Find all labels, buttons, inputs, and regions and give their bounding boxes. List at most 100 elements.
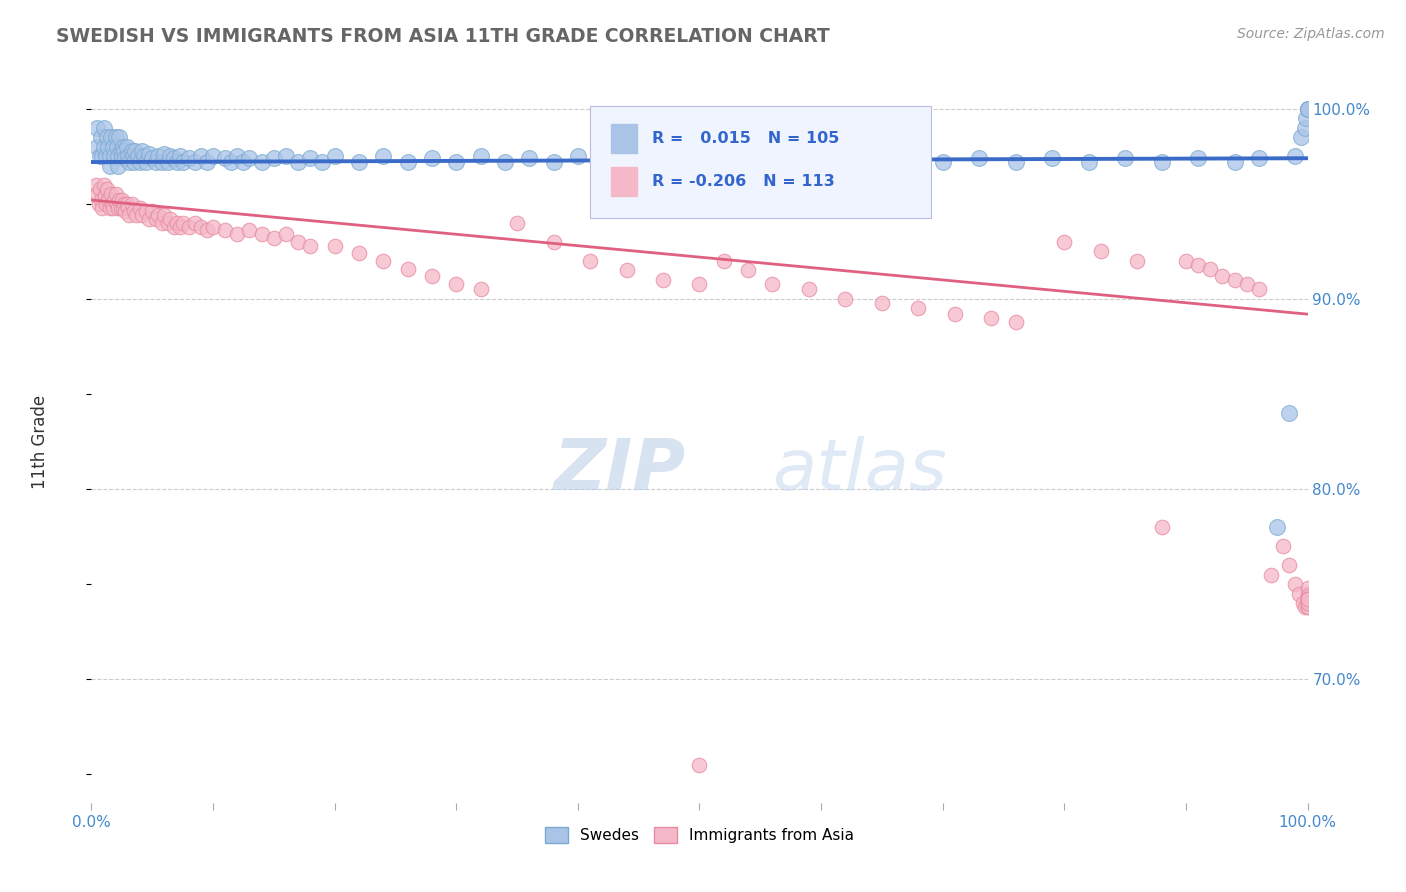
Point bbox=[131, 208, 153, 222]
Point bbox=[118, 155, 141, 169]
Point bbox=[323, 149, 346, 163]
Point bbox=[226, 227, 249, 242]
Point bbox=[543, 235, 565, 249]
Point bbox=[195, 223, 218, 237]
Point bbox=[1053, 235, 1076, 249]
Point bbox=[107, 201, 129, 215]
Point bbox=[145, 155, 167, 169]
Point bbox=[907, 301, 929, 316]
Point bbox=[543, 155, 565, 169]
Point bbox=[688, 277, 710, 291]
Point bbox=[1291, 130, 1313, 145]
Point bbox=[104, 187, 127, 202]
Point bbox=[627, 151, 650, 165]
Point bbox=[96, 130, 118, 145]
Point bbox=[97, 193, 120, 207]
Point bbox=[202, 219, 225, 234]
Point bbox=[773, 149, 796, 163]
Point bbox=[214, 151, 236, 165]
Point bbox=[1199, 261, 1222, 276]
Point bbox=[1247, 151, 1270, 165]
Point bbox=[135, 204, 157, 219]
Point bbox=[112, 197, 135, 211]
Point bbox=[1296, 592, 1319, 607]
Point bbox=[122, 155, 145, 169]
Point bbox=[931, 155, 953, 169]
Point bbox=[115, 140, 138, 154]
Point bbox=[396, 155, 419, 169]
Point bbox=[84, 178, 107, 192]
Point bbox=[1150, 155, 1173, 169]
Point bbox=[141, 204, 163, 219]
Point bbox=[1265, 520, 1288, 534]
Point bbox=[184, 216, 207, 230]
Point bbox=[616, 263, 638, 277]
Point bbox=[1278, 558, 1301, 573]
Point bbox=[1296, 599, 1319, 614]
Point bbox=[107, 149, 129, 163]
Point bbox=[90, 130, 112, 145]
Text: R = -0.206   N = 113: R = -0.206 N = 113 bbox=[652, 174, 835, 189]
Point bbox=[153, 147, 176, 161]
Point bbox=[737, 263, 759, 277]
Point bbox=[105, 140, 128, 154]
Text: ZIP: ZIP bbox=[554, 436, 686, 505]
Point bbox=[1236, 277, 1258, 291]
Point bbox=[132, 149, 155, 163]
Point bbox=[121, 149, 143, 163]
Point bbox=[172, 155, 194, 169]
Point bbox=[1296, 596, 1319, 610]
Point bbox=[163, 219, 186, 234]
Point bbox=[238, 223, 260, 237]
Point bbox=[834, 151, 856, 165]
Point bbox=[1175, 253, 1198, 268]
Point bbox=[1296, 581, 1319, 595]
Point bbox=[90, 193, 112, 207]
Point bbox=[111, 140, 134, 154]
Point bbox=[202, 149, 225, 163]
Point bbox=[238, 151, 260, 165]
Point bbox=[347, 155, 370, 169]
Point bbox=[163, 151, 186, 165]
Point bbox=[125, 208, 148, 222]
Point bbox=[91, 201, 114, 215]
Point bbox=[159, 149, 181, 163]
Point bbox=[859, 155, 882, 169]
Point bbox=[111, 201, 134, 215]
Point bbox=[274, 149, 297, 163]
Point bbox=[114, 151, 136, 165]
Point bbox=[250, 155, 273, 169]
Point bbox=[967, 151, 990, 165]
Point bbox=[91, 149, 114, 163]
Point bbox=[86, 140, 108, 154]
FancyBboxPatch shape bbox=[591, 105, 931, 218]
Point bbox=[299, 238, 322, 252]
Point bbox=[1294, 599, 1316, 614]
Point bbox=[1295, 112, 1317, 126]
Point bbox=[97, 140, 120, 154]
Point bbox=[1296, 102, 1319, 116]
Point bbox=[103, 193, 125, 207]
Point bbox=[652, 273, 675, 287]
Point bbox=[1150, 520, 1173, 534]
Legend: Swedes, Immigrants from Asia: Swedes, Immigrants from Asia bbox=[538, 822, 860, 849]
Point bbox=[111, 149, 134, 163]
Point bbox=[1272, 539, 1295, 553]
Point bbox=[93, 120, 115, 135]
Point bbox=[1223, 273, 1246, 287]
Point bbox=[150, 155, 173, 169]
Point bbox=[579, 253, 602, 268]
Point bbox=[169, 149, 191, 163]
Point bbox=[1260, 567, 1282, 582]
Point bbox=[129, 155, 152, 169]
Point bbox=[1211, 269, 1233, 284]
Point bbox=[94, 149, 117, 163]
Point bbox=[107, 159, 129, 173]
Point bbox=[195, 155, 218, 169]
Point bbox=[470, 149, 492, 163]
Point bbox=[101, 197, 124, 211]
Point bbox=[1247, 282, 1270, 296]
Point bbox=[138, 212, 160, 227]
Point bbox=[98, 201, 121, 215]
Point bbox=[1296, 596, 1319, 610]
